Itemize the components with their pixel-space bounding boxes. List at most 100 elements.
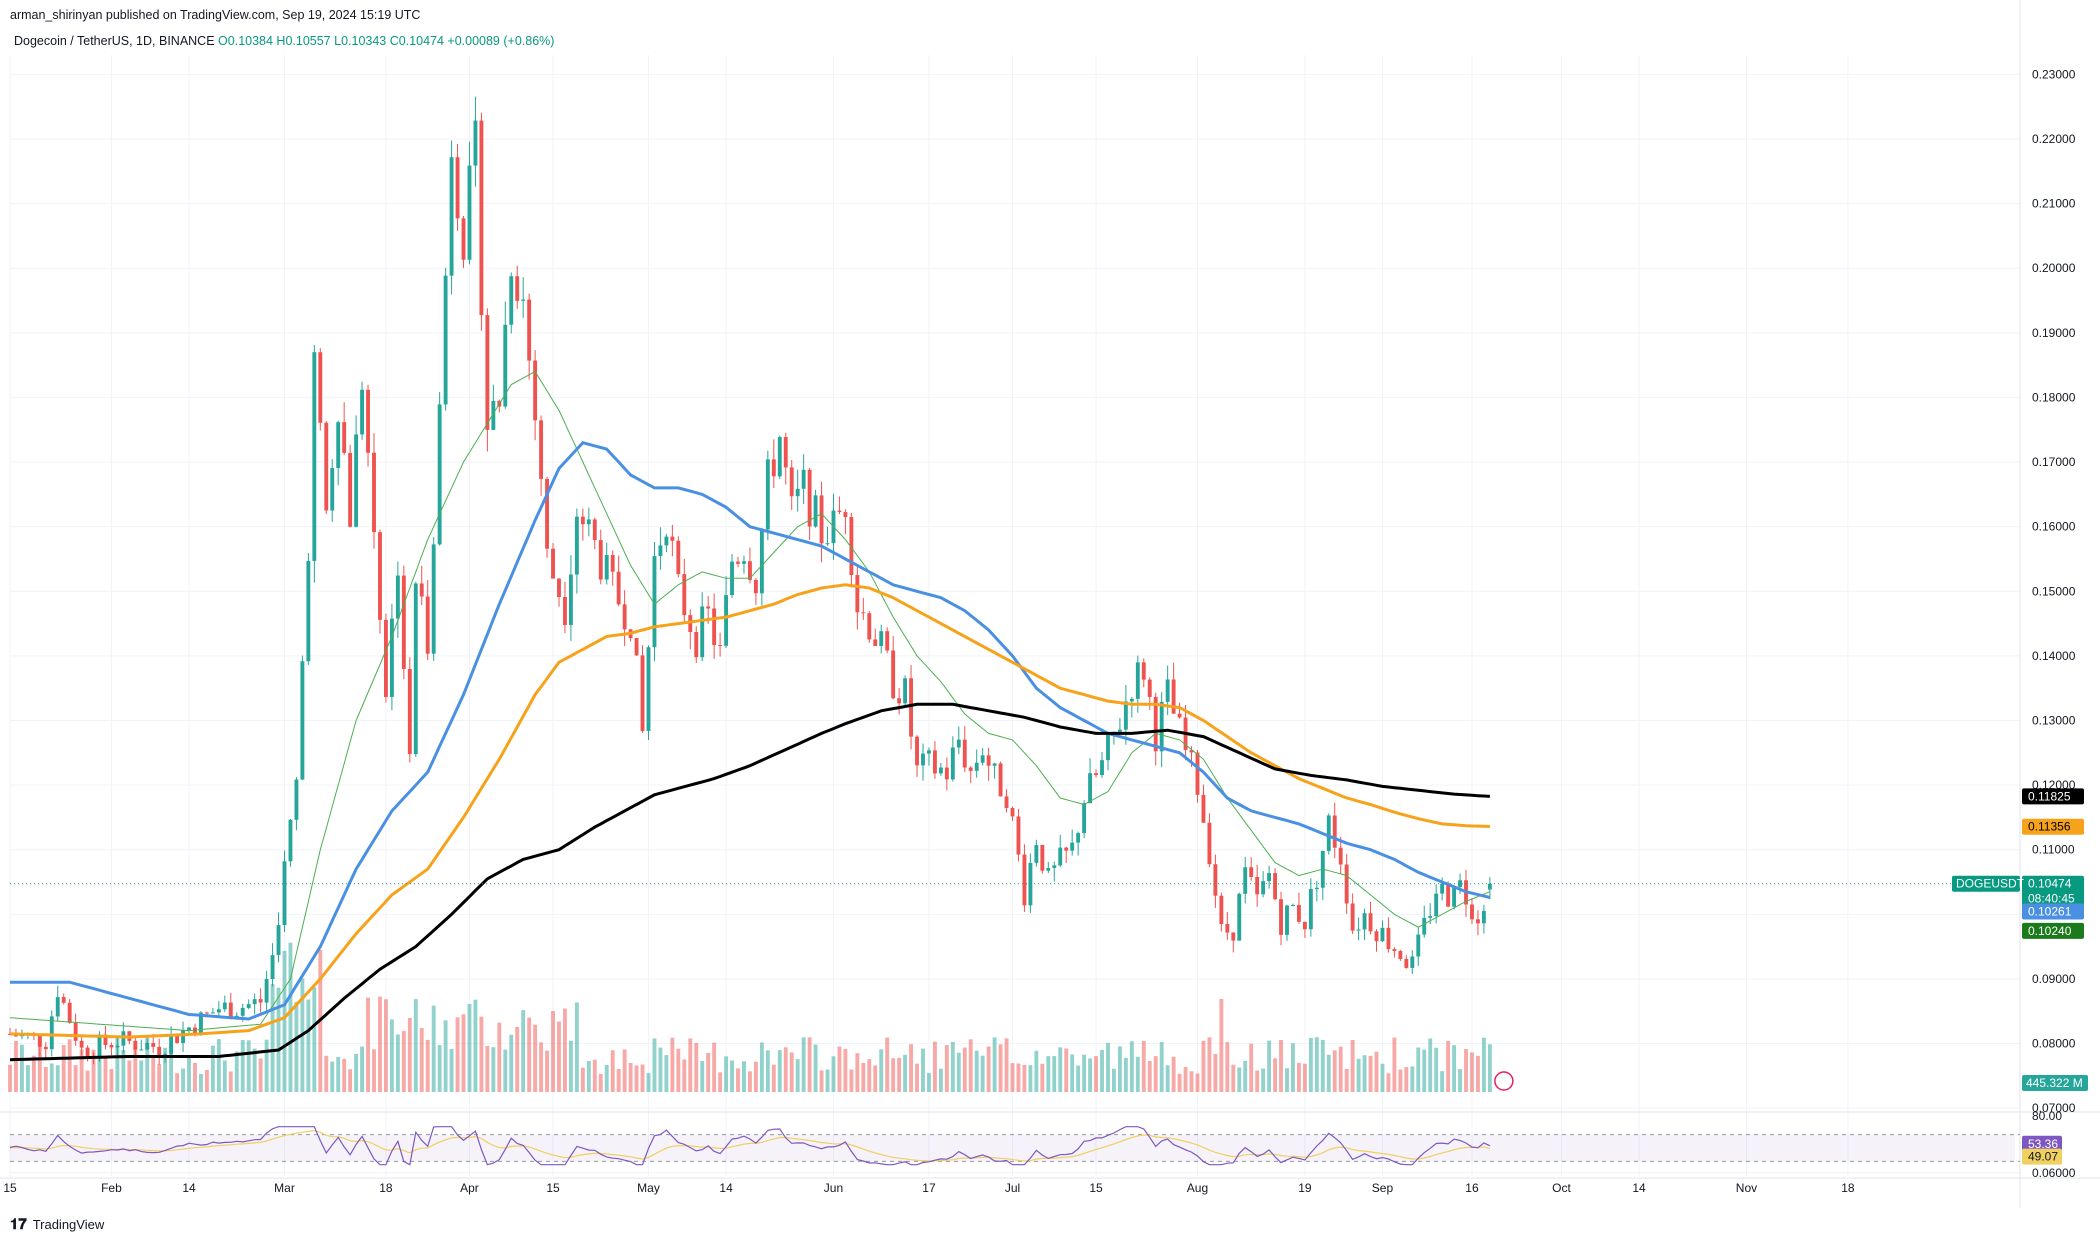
volume-bar	[216, 1039, 221, 1092]
rsi-value-box	[2022, 1148, 2062, 1165]
candle-body	[413, 583, 418, 755]
candle-body	[61, 997, 66, 1003]
symbol-title[interactable]: Dogecoin / TetherUS, 1D, BINANCE	[14, 34, 215, 48]
candle	[759, 527, 764, 606]
candle-body	[795, 488, 800, 497]
candle-body	[1064, 847, 1069, 851]
candle-body	[586, 519, 591, 525]
candle	[628, 629, 633, 642]
volume-bar	[1440, 1071, 1445, 1092]
candle-body	[1392, 949, 1397, 952]
candle	[736, 556, 740, 568]
candle-body	[962, 739, 967, 768]
candle-body	[748, 561, 752, 580]
candle	[515, 265, 520, 309]
candle-body	[246, 1004, 251, 1008]
candle	[879, 624, 884, 654]
volume-bar	[115, 1037, 120, 1092]
time-tick-label: 14	[719, 1181, 733, 1195]
candle	[407, 657, 412, 763]
candle	[1314, 881, 1319, 902]
time-tick-label: 14	[1632, 1181, 1646, 1195]
candle-body	[610, 555, 615, 572]
volume-bar	[724, 1056, 729, 1092]
price-label-value: 0.11356	[2028, 820, 2071, 834]
volume-bar	[378, 996, 382, 1092]
volume-bar	[652, 1038, 657, 1092]
volume-bar	[676, 1048, 681, 1092]
candle-body	[139, 1049, 144, 1051]
candle	[1338, 836, 1343, 874]
volume-bar	[97, 1055, 102, 1092]
volume-bar	[425, 1039, 430, 1092]
candle	[1106, 733, 1110, 771]
candle	[1082, 800, 1087, 839]
volume-bar	[1004, 1038, 1009, 1092]
candle	[49, 1010, 54, 1057]
candle-body	[557, 578, 561, 597]
candle-body	[1410, 956, 1415, 968]
candle-body	[974, 762, 979, 771]
volume-bar	[276, 987, 281, 1092]
candle	[109, 1042, 114, 1056]
candle	[658, 527, 663, 570]
candle-body	[288, 819, 293, 862]
volume-bar	[1470, 1052, 1474, 1092]
candle-body	[873, 639, 878, 647]
candle-body	[1314, 887, 1319, 890]
candle-body	[342, 422, 347, 453]
candle	[1296, 892, 1301, 924]
price-label: 0.11356	[2022, 818, 2084, 835]
candle-body	[1076, 833, 1081, 843]
candle	[765, 450, 770, 541]
candle	[1398, 949, 1403, 961]
candle-body	[921, 753, 925, 766]
candle-body	[43, 1046, 48, 1050]
volume-bar	[580, 1067, 585, 1092]
candle-body	[539, 420, 544, 479]
volume-bar	[1141, 1040, 1146, 1092]
volume-bar	[885, 1037, 890, 1092]
candle-body	[1273, 873, 1277, 900]
volume-bar	[950, 1041, 955, 1092]
candle	[921, 743, 925, 781]
candle	[897, 688, 902, 715]
volume-bar	[909, 1044, 913, 1092]
candle	[748, 547, 752, 584]
candle-body	[1308, 889, 1313, 930]
candle	[455, 143, 460, 231]
candle	[372, 433, 376, 549]
volume-bar	[1165, 1065, 1170, 1092]
volume-bar	[1195, 1073, 1200, 1092]
price-tick-label: 0.06000	[2032, 1166, 2076, 1180]
volume-bar	[903, 1054, 908, 1092]
candle	[1034, 839, 1039, 867]
price-tick-label: 0.15000	[2032, 584, 2076, 598]
candle-body	[151, 1042, 156, 1047]
candle-body	[956, 739, 961, 748]
price-tick-label: 0.23000	[2032, 67, 2076, 81]
volume-bar	[145, 1036, 150, 1092]
candle-body	[789, 467, 794, 497]
volume-bar	[55, 1065, 60, 1092]
volume-bar	[181, 1068, 185, 1092]
volume-bar	[938, 1068, 943, 1092]
candle	[563, 581, 567, 634]
volume-bar	[1201, 1040, 1206, 1092]
candle	[1326, 813, 1331, 855]
candle	[974, 749, 979, 778]
time-tick-label: 15	[3, 1181, 17, 1195]
tradingview-footer[interactable]: 𝟏𝟕 TradingView	[10, 1216, 104, 1233]
candle	[401, 565, 406, 680]
candle-body	[1428, 915, 1433, 918]
symbol-legend: Dogecoin / TetherUS, 1D, BINANCE O0.1038…	[14, 34, 554, 48]
candle	[670, 524, 675, 557]
volume-bar	[497, 1022, 502, 1092]
candle-body	[574, 516, 579, 575]
candle	[825, 526, 830, 547]
candle	[1022, 844, 1027, 912]
candle	[598, 529, 603, 585]
volume-bar	[879, 1049, 884, 1092]
